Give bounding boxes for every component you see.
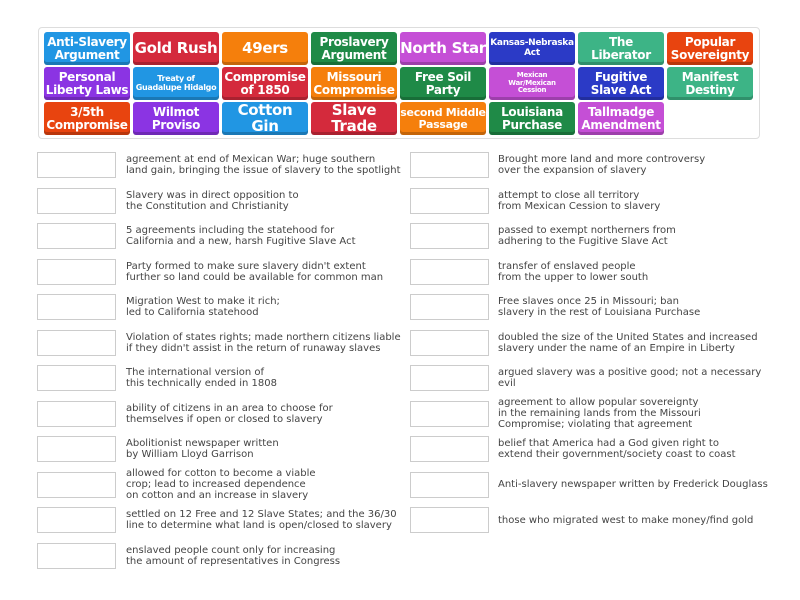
answer-tile[interactable]: Slave Trade: [311, 102, 397, 135]
answer-drop-slot[interactable]: [410, 507, 489, 533]
answer-tile[interactable]: Popular Sovereignty: [667, 32, 753, 65]
answer-tile[interactable]: Free Soil Party: [400, 67, 486, 100]
answer-tile[interactable]: Fugitive Slave Act: [578, 67, 664, 100]
answer-tile[interactable]: The Liberator: [578, 32, 664, 65]
clue-text: The international version of this techni…: [126, 367, 277, 389]
answer-drop-slot[interactable]: [37, 294, 116, 320]
answer-drop-slot[interactable]: [37, 400, 116, 427]
answer-drop-slot[interactable]: [37, 223, 116, 249]
answer-drop-slot[interactable]: [37, 329, 116, 356]
answer-drop-slot[interactable]: [410, 329, 489, 356]
answer-drop-slot[interactable]: [37, 187, 116, 214]
answer-tile[interactable]: Treaty of Guadalupe Hidalgo: [133, 67, 219, 100]
clue-text: Migration West to make it rich; led to C…: [126, 296, 280, 318]
answer-drop-slot[interactable]: [410, 258, 489, 285]
clue-text: Brought more land and more controversy o…: [498, 154, 706, 176]
answer-tile[interactable]: North Star: [400, 32, 486, 65]
answer-tile[interactable]: Tallmadge Amendment: [578, 102, 664, 135]
clue-text: enslaved people count only for increasin…: [126, 544, 341, 567]
answer-tile[interactable]: Missouri Compromise: [311, 67, 397, 100]
answer-drop-slot[interactable]: [410, 187, 489, 214]
clue-text: passed to exempt northerners from adheri…: [498, 225, 676, 247]
answer-drop-slot[interactable]: [37, 471, 116, 498]
answer-tile[interactable]: 3/5th Compromise: [44, 102, 130, 135]
clue-text: argued slavery was a positive good; not …: [498, 367, 762, 389]
answer-drop-slot[interactable]: [410, 400, 489, 427]
clue-text: Violation of states rights; made norther…: [126, 331, 401, 354]
answer-drop-slot[interactable]: [410, 471, 489, 498]
clue-text: agreement at end of Mexican War; huge so…: [126, 154, 401, 176]
clue-text: attempt to close all territory from Mexi…: [498, 189, 661, 212]
answer-tiles-panel: Anti-Slavery Argument Gold Rush 49ers Prosl…: [38, 27, 760, 139]
answer-tile[interactable]: Kansas-Nebraska Act: [489, 32, 575, 65]
answer-tile[interactable]: Personal Liberty Laws: [44, 67, 130, 100]
answer-tile[interactable]: Louisiana Purchase: [489, 102, 575, 135]
clue-text: belief that America had a God given righ…: [498, 438, 736, 460]
answer-tile[interactable]: Cotton Gin: [222, 102, 308, 135]
answer-drop-slot[interactable]: [37, 436, 116, 462]
clue-text: Abolitionist newspaper written by Willia…: [126, 438, 279, 460]
answer-tile[interactable]: Compromise of 1850: [222, 67, 308, 100]
answer-drop-slot[interactable]: [37, 258, 116, 285]
clue-text: 5 agreements including the statehood for…: [126, 225, 356, 247]
answer-drop-slot[interactable]: [410, 223, 489, 249]
answer-tile[interactable]: 49ers: [222, 32, 308, 65]
clue-text: ability of citizens in an area to choose…: [126, 402, 333, 425]
clue-text: settled on 12 Free and 12 Slave States; …: [126, 509, 397, 531]
clue-text: Anti-slavery newspaper written by Freder…: [498, 479, 768, 490]
answer-tile[interactable]: Gold Rush: [133, 32, 219, 65]
answer-tile[interactable]: Proslavery Argument: [311, 32, 397, 65]
answer-drop-slot[interactable]: [410, 436, 489, 462]
answer-tile[interactable]: Anti-Slavery Argument: [44, 32, 130, 65]
answer-drop-slot[interactable]: [37, 507, 116, 533]
clue-text: Party formed to make sure slavery didn't…: [126, 260, 384, 283]
answer-drop-slot[interactable]: [37, 365, 116, 391]
clue-text: doubled the size of the United States an…: [498, 331, 758, 354]
clue-text: Free slaves once 25 in Missouri; ban sla…: [498, 296, 701, 318]
clue-text: transfer of enslaved people from the upp…: [498, 260, 649, 283]
answer-tile[interactable]: Wilmot Proviso: [133, 102, 219, 135]
answer-tile[interactable]: Manifest Destiny: [667, 67, 753, 100]
answer-drop-slot[interactable]: [410, 294, 489, 320]
answer-drop-slot[interactable]: [37, 542, 116, 569]
clue-text: those who migrated west to make money/fi…: [498, 514, 754, 526]
answer-tile[interactable]: second Middle Passage: [400, 102, 486, 135]
clue-text: Slavery was in direct opposition to the …: [126, 189, 299, 212]
answer-drop-slot[interactable]: [37, 152, 116, 178]
answer-drop-slot[interactable]: [410, 152, 489, 178]
answer-tile[interactable]: Mexican War/Mexican Cession: [489, 67, 575, 100]
answer-drop-slot[interactable]: [410, 365, 489, 391]
clue-text: allowed for cotton to become a viable cr…: [126, 468, 316, 501]
clue-text: agreement to allow popular sovereignty i…: [498, 397, 701, 430]
